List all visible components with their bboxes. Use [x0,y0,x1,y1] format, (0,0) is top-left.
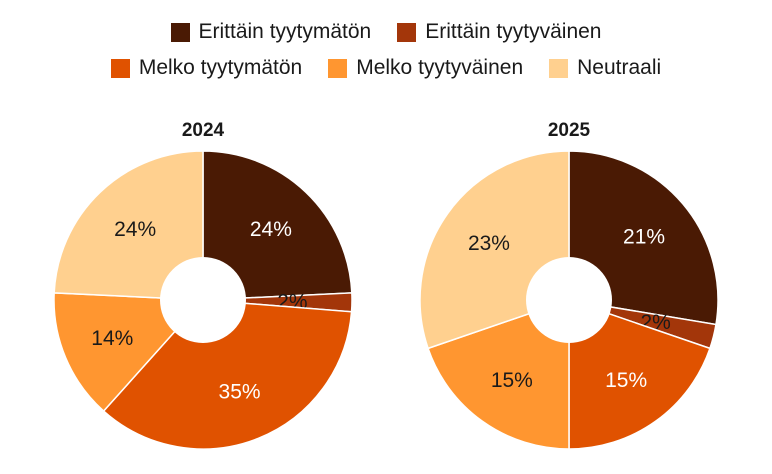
legend-swatch [397,22,417,42]
slice-label: 21% [623,225,665,248]
slice-label: 24% [114,218,156,241]
legend-swatch [170,22,190,42]
legend-row-1: Erittäin tyytymätön Erittäin tyytyväinen [0,14,772,50]
donut-hole [526,257,612,343]
slice-label: 24% [250,218,292,241]
pie-slice [53,150,204,301]
slice-label: 15% [491,369,533,392]
legend-label: Neutraali [577,56,662,79]
slice-label: 15% [605,369,647,392]
pie-slice [202,150,353,301]
legend-item: Melko tyytymätön [110,56,303,80]
legend-swatch [549,58,569,78]
pie-slice [102,299,353,450]
legend-item: Neutraali [549,56,661,80]
legend-label: Erittäin tyytyväinen [425,20,602,43]
pie-slice [53,292,205,413]
legend-item: Erittäin tyytyväinen [397,20,601,44]
pie-title: 2025 [548,120,591,141]
legend-item: Erittäin tyytymätön [170,20,372,44]
pie-title: 2024 [182,120,225,141]
legend-label: Melko tyytymätön [138,56,303,79]
slice-label: 14% [91,327,133,350]
legend-swatch [328,58,348,78]
slice-label: 35% [219,380,261,403]
legend-label: Erittäin tyytymätön [198,20,372,43]
legend-swatch [110,58,130,78]
legend-row-2: Melko tyytymätön Melko tyytyväinen Neutr… [0,50,772,86]
slice-label: 23% [468,232,510,255]
legend: Erittäin tyytymätön Erittäin tyytyväinen… [0,14,772,86]
legend-item: Melko tyytyväinen [328,56,523,80]
pie-slice [568,298,711,450]
legend-label: Melko tyytyväinen [356,56,524,79]
donut-hole [160,257,246,343]
pie-slice [427,298,570,450]
